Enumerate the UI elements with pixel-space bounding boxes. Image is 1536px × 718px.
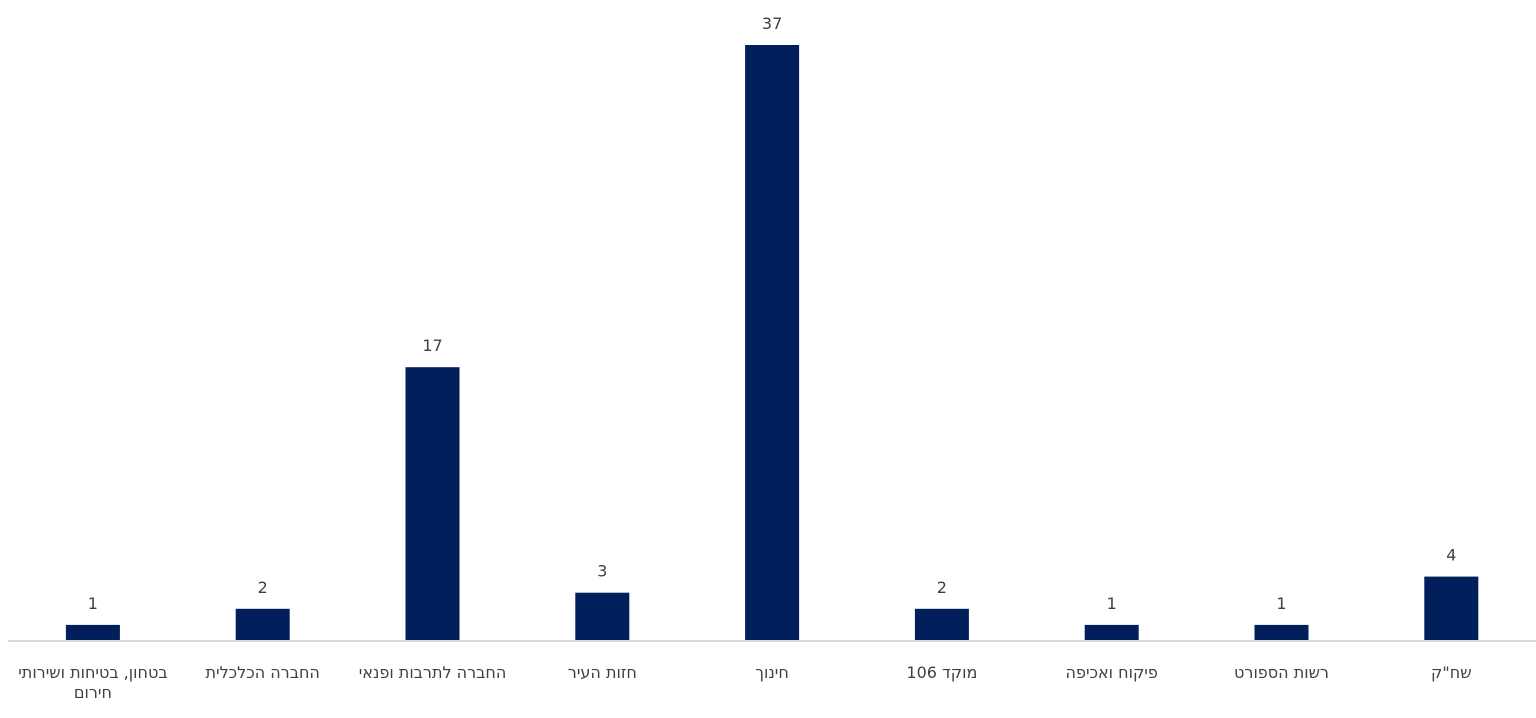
- category-label: החברה לתרבות ופנאי: [358, 663, 507, 682]
- category-label: חינוך: [755, 663, 789, 682]
- data-label: 1: [88, 594, 98, 613]
- data-label: 37: [762, 14, 782, 33]
- data-label: 4: [1446, 546, 1456, 565]
- bar: [745, 45, 800, 641]
- bar: [1254, 624, 1309, 641]
- category-label: פיקוח ואכיפה: [1065, 663, 1158, 682]
- bar: [914, 608, 969, 641]
- data-label: 2: [937, 578, 947, 597]
- data-label: 1: [1107, 594, 1117, 613]
- category-label: שח"ק: [1431, 663, 1472, 682]
- data-label: 17: [422, 336, 442, 355]
- data-label: 2: [258, 578, 268, 597]
- data-label: 1: [1276, 594, 1286, 613]
- category-label: חזות העיר: [567, 663, 637, 682]
- bars-layer: [65, 45, 1479, 641]
- category-label: מוקד 106: [906, 663, 978, 682]
- category-label: בטחון, בטיחות ושירותי חירום: [18, 663, 168, 702]
- data-label: 3: [597, 562, 607, 581]
- bar: [1084, 624, 1139, 641]
- bar: [235, 608, 290, 641]
- bar: [1424, 576, 1479, 641]
- bar: [65, 624, 120, 641]
- bar: [405, 367, 460, 641]
- data-labels-layer: 1 2 17 3 37 2 1 1 4: [88, 14, 1457, 613]
- bar: [575, 592, 630, 641]
- category-label: החברה הכלכלית: [205, 663, 320, 682]
- category-label: רשות הספורט: [1234, 663, 1329, 682]
